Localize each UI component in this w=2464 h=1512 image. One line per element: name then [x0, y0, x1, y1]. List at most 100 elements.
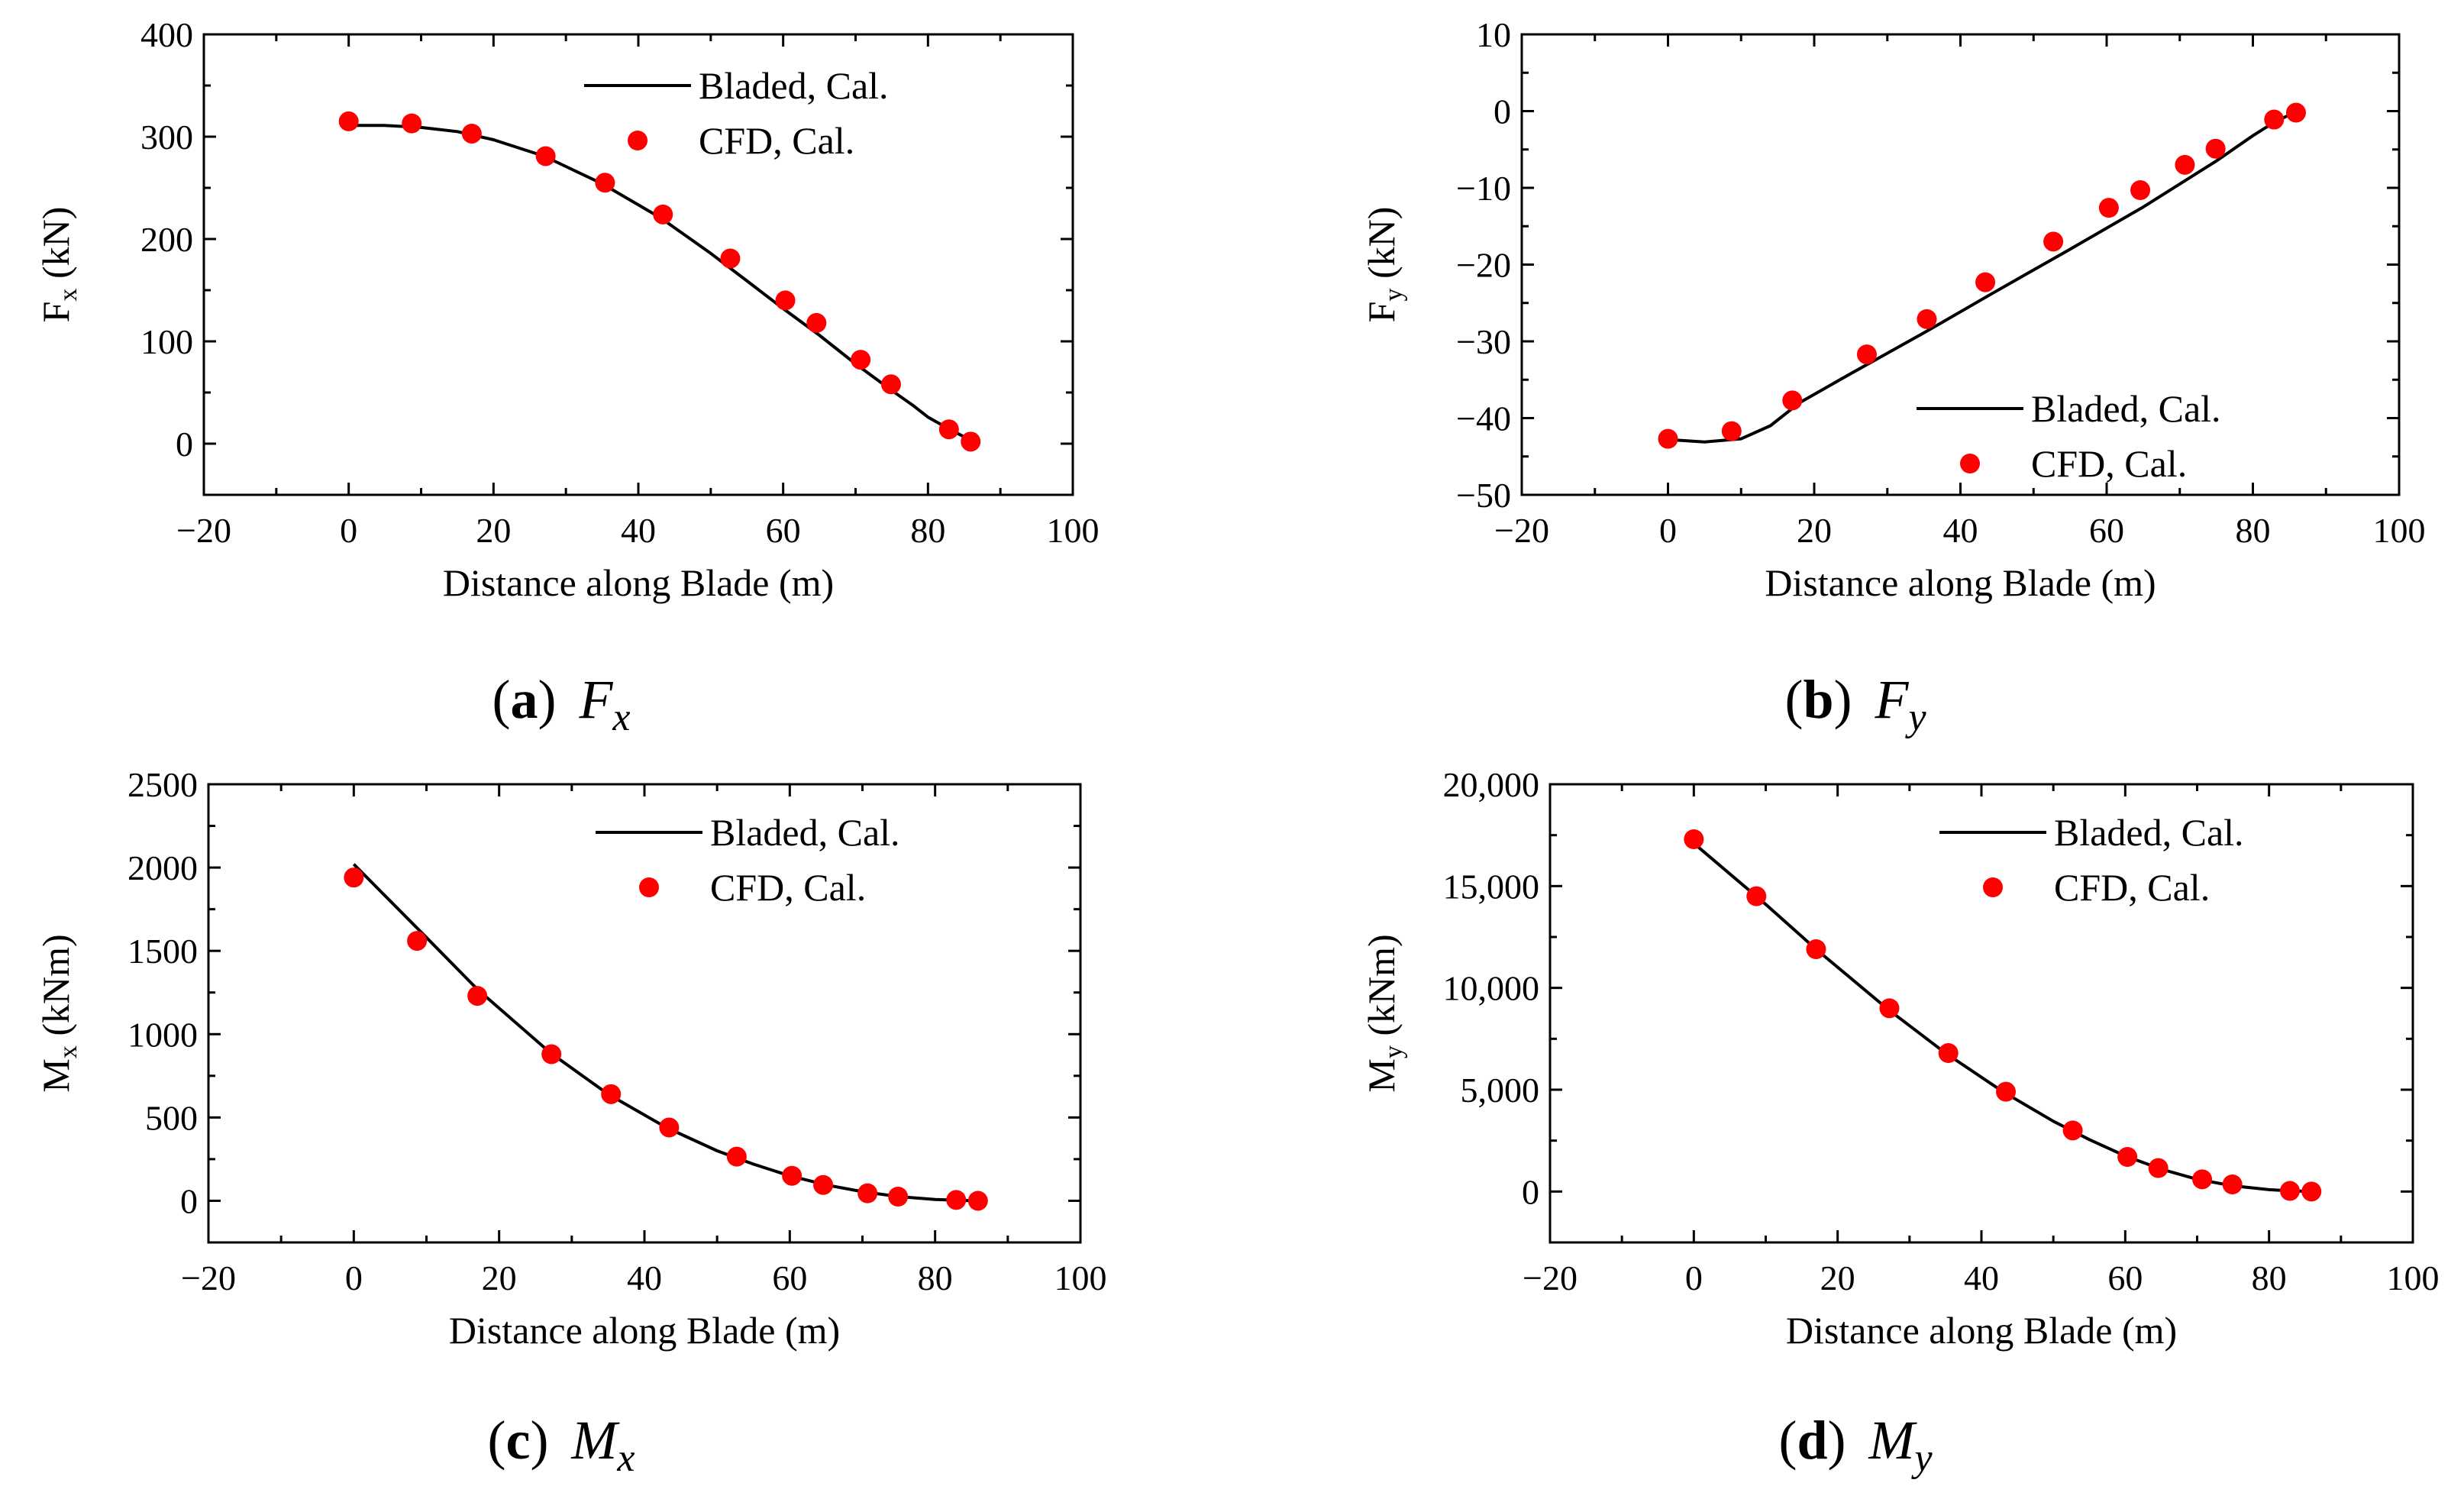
- x-tick-label: −20: [176, 511, 231, 550]
- legend-label: CFD, Cal.: [699, 119, 854, 162]
- y-tick-label: −40: [1456, 399, 1511, 438]
- data-point-cfd: [857, 1183, 878, 1203]
- legend-label: CFD, Cal.: [710, 866, 866, 909]
- y-axis-label: Fx (kN): [34, 207, 82, 323]
- x-tick-label: 40: [1943, 511, 1978, 550]
- y-tick-label: 0: [176, 425, 193, 464]
- x-axis-label: Distance along Blade (m): [1765, 561, 2156, 604]
- legend-label: Bladed, Cal.: [699, 64, 889, 107]
- y-tick-label: 15,000: [1443, 867, 1540, 906]
- x-tick-label: 80: [910, 511, 945, 550]
- data-point-cfd: [938, 419, 959, 440]
- x-tick-label: 0: [1685, 1258, 1703, 1297]
- x-axis-label: Distance along Blade (m): [449, 1309, 840, 1352]
- chart-panel-c: −20 0 20 40 60 80 10005001000150020002500Dista…: [34, 765, 1107, 1480]
- x-tick-label: 20: [476, 511, 511, 550]
- data-point-cfd: [2043, 231, 2064, 252]
- data-point-cfd: [601, 1084, 622, 1104]
- y-tick-label: 300: [140, 118, 193, 157]
- data-point-cfd: [2264, 109, 2285, 130]
- series-line-bladed: [1693, 842, 2313, 1194]
- y-tick-label: −20: [1456, 246, 1511, 285]
- y-tick-label: 10,000: [1443, 969, 1540, 1008]
- data-point-cfd: [1938, 1043, 1959, 1063]
- data-point-cfd: [806, 312, 827, 333]
- data-point-cfd: [1975, 272, 1996, 292]
- data-point-cfd: [2285, 102, 2306, 123]
- x-tick-label: 100: [2373, 511, 2426, 550]
- x-tick-label: 40: [627, 1258, 662, 1297]
- plot-frame: [1520, 33, 2401, 496]
- data-point-cfd: [2117, 1147, 2138, 1167]
- y-tick-label: 500: [145, 1098, 198, 1137]
- y-tick-label: 200: [140, 220, 193, 259]
- data-point-cfd: [2222, 1174, 2243, 1194]
- legend: Bladed, Cal. CFD, Cal.: [1939, 811, 2244, 909]
- y-tick-label: 10: [1476, 15, 1511, 54]
- y-tick-label: 2500: [128, 765, 198, 804]
- y-tick-label: 0: [1522, 1172, 1539, 1211]
- y-tick-label: 1500: [128, 932, 198, 971]
- data-point-cfd: [880, 374, 901, 395]
- plot-frame: [1548, 783, 2414, 1244]
- x-tick-label: 80: [918, 1258, 953, 1297]
- data-point-cfd: [338, 111, 359, 131]
- data-point-cfd: [1996, 1081, 2017, 1102]
- data-point-cfd: [1746, 886, 1767, 906]
- x-tick-label: 20: [1820, 1258, 1855, 1297]
- legend-marker-swatch: [1960, 454, 1980, 473]
- data-point-cfd: [726, 1146, 747, 1167]
- data-point-cfd: [2062, 1120, 2083, 1141]
- y-tick-label: 5,000: [1461, 1071, 1540, 1110]
- data-point-cfd: [1917, 309, 1937, 329]
- series-line-bladed: [352, 863, 979, 1203]
- chart-panel-a: −20 0 20 40 60 80 100 0 100 200 300 400 Distance alo…: [34, 15, 1100, 739]
- x-tick-label: 0: [340, 511, 357, 550]
- data-point-cfd: [2148, 1158, 2169, 1178]
- legend-label: CFD, Cal.: [2031, 442, 2187, 485]
- data-point-cfd: [2098, 198, 2119, 218]
- x-tick-label: 40: [1964, 1258, 1999, 1297]
- data-point-cfd: [967, 1191, 988, 1211]
- legend-marker-swatch: [639, 877, 659, 897]
- y-tick-label: 400: [140, 15, 193, 54]
- data-point-cfd: [2301, 1181, 2322, 1202]
- data-point-cfd: [1806, 939, 1826, 959]
- data-point-cfd: [2279, 1181, 2300, 1201]
- panel-caption: (a) Fx: [492, 669, 630, 739]
- x-tick-label: 80: [2252, 1258, 2287, 1297]
- y-tick-label: 0: [1494, 92, 1511, 131]
- legend: Bladed, Cal. CFD, Cal.: [596, 811, 900, 909]
- x-axis-label: Distance along Blade (m): [1786, 1309, 2177, 1352]
- panel-caption: (d) My: [1778, 1410, 1933, 1480]
- y-axis-label: My (kNm): [1360, 934, 1408, 1092]
- data-point-cfd: [344, 867, 364, 888]
- x-tick-label: 20: [482, 1258, 517, 1297]
- legend-marker-swatch: [1983, 877, 2003, 897]
- data-point-cfd: [946, 1190, 967, 1210]
- data-point-cfd: [1658, 428, 1678, 449]
- legend: Bladed, Cal. CFD, Cal.: [1917, 387, 2221, 485]
- data-point-cfd: [1684, 829, 1704, 849]
- data-point-cfd: [653, 204, 673, 225]
- x-tick-label: 100: [2387, 1258, 2440, 1297]
- x-tick-label: 0: [345, 1258, 363, 1297]
- y-tick-label: −30: [1456, 322, 1511, 361]
- data-point-cfd: [888, 1187, 909, 1207]
- x-tick-label: 40: [621, 511, 656, 550]
- data-point-cfd: [775, 290, 796, 311]
- data-point-cfd: [1721, 421, 1742, 441]
- x-tick-label: 100: [1047, 511, 1100, 550]
- x-tick-label: 0: [1659, 511, 1677, 550]
- series-line-bladed: [348, 124, 973, 442]
- chart-panel-d: −20 0 20 40 60 80 100 0 5,000 10,000 15,000 20,000 D…: [1360, 765, 2440, 1480]
- x-tick-label: 20: [1797, 511, 1832, 550]
- panel-caption: (b) Fy: [1784, 669, 1926, 739]
- y-tick-label: 2000: [128, 848, 198, 887]
- data-point-cfd: [1782, 390, 1803, 411]
- data-point-cfd: [1856, 344, 1877, 365]
- data-point-cfd: [813, 1174, 834, 1195]
- legend: Bladed, Cal. CFD, Cal.: [584, 64, 889, 162]
- plot-frame: [207, 783, 1082, 1244]
